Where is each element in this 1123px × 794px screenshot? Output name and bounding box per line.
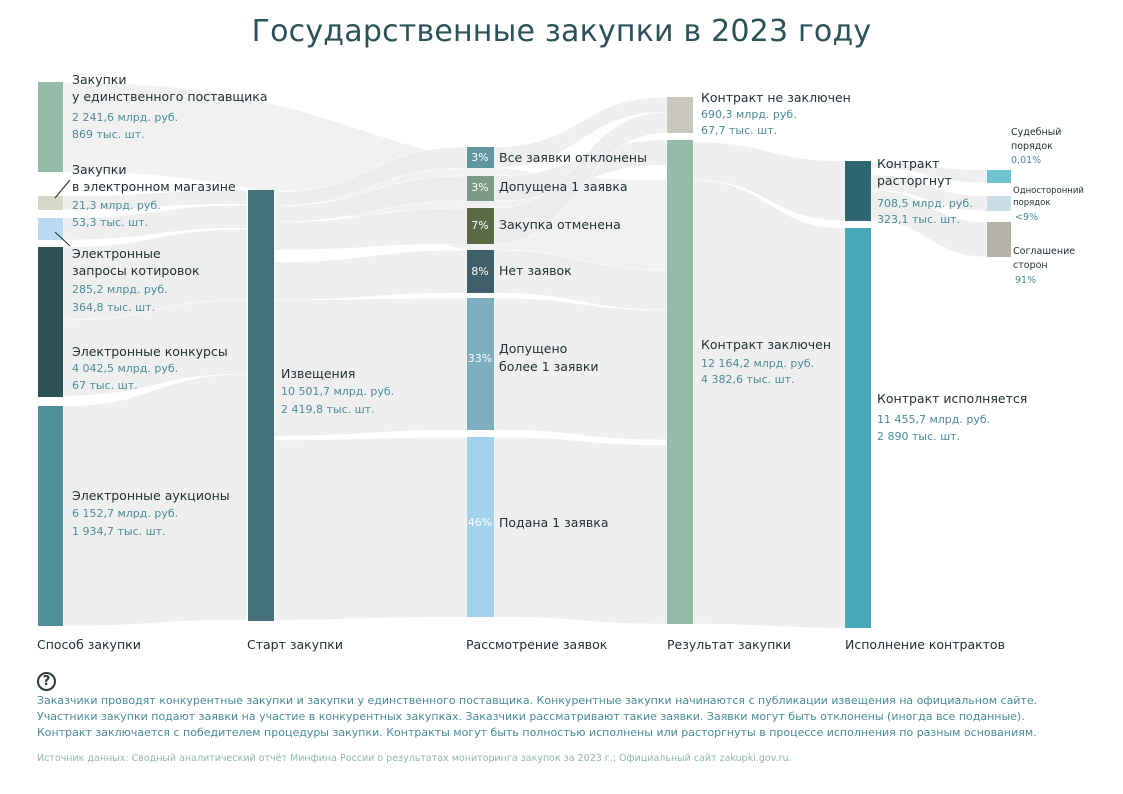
one-bid-label: Подана 1 заявка [499, 515, 609, 530]
eshop-count: 53,3 тыс. шт. [72, 216, 149, 229]
unilateral-pct: <9% [1015, 212, 1039, 223]
note-line-1: Заказчики проводят конкурентные закупки … [37, 694, 1038, 707]
concluded-count: 4 382,6 тыс. шт. [701, 373, 795, 386]
terminated-label-2: расторгнут [877, 173, 952, 188]
column-label-execution: Исполнение контрактов [845, 637, 1005, 652]
eshop-bar [38, 196, 63, 210]
eshop-light-bar [38, 218, 63, 240]
terminated-count: 323,1 тыс. шт. [877, 213, 961, 226]
court-label-2: порядок [1011, 141, 1053, 152]
not-concluded-sum: 690,3 млрд. руб. [701, 108, 797, 121]
agreement-pct: 91% [1015, 275, 1037, 286]
column-label-review: Рассмотрение заявок [466, 637, 608, 652]
notices-to-admitted-many-flow [273, 297, 468, 437]
contests-label: Электронные конкурсы [72, 344, 228, 359]
single-supplier-count: 869 тыс. шт. [72, 128, 145, 141]
cancelled-pct: 7% [471, 219, 489, 232]
notices-label: Извещения [281, 366, 356, 381]
notices-sum: 10 501,7 млрд. руб. [281, 385, 395, 398]
admitted-many-label-1: Допущено [499, 341, 568, 356]
executing-sum: 11 455,7 млрд. руб. [877, 413, 991, 426]
executing-count: 2 890 тыс. шт. [877, 430, 961, 443]
unilateral-bar [987, 196, 1011, 211]
cancelled-label: Закупка отменена [499, 217, 621, 232]
agreement-label-1: Соглашение [1013, 246, 1076, 257]
executing-label: Контракт исполняется [877, 391, 1028, 406]
no-bids-pct: 8% [471, 265, 489, 278]
quotes-count: 364,8 тыс. шт. [72, 301, 156, 314]
concluded-sum: 12 164,2 млрд. руб. [701, 357, 815, 370]
all-rejected-pct: 3% [471, 151, 489, 164]
agreement-bar [987, 222, 1011, 257]
note-line-2: Участники закупки подают заявки на участ… [37, 710, 1025, 723]
no-bids-bar [467, 250, 494, 293]
contests-count: 67 тыс. шт. [72, 379, 138, 392]
all-rejected-label: Все заявки отклонены [499, 150, 647, 165]
auctions-label: Электронные аукционы [72, 488, 230, 503]
page-title: Государственные закупки в 2023 году [251, 14, 872, 49]
eshop-label-1: Закупки [72, 162, 127, 177]
no-bids-label: Нет заявок [499, 263, 572, 278]
eshop-label-2: в электронном магазине [72, 179, 236, 194]
agreement-label-2: сторон [1013, 260, 1048, 271]
court-label-1: Судебный [1011, 127, 1062, 138]
unilateral-label-2: порядок [1013, 198, 1051, 208]
terminated-label-1: Контракт [877, 156, 940, 171]
quotes-label-2: запросы котировок [72, 263, 200, 278]
admitted-many-pct: 33% [467, 352, 493, 365]
contests-sum: 4 042,5 млрд. руб. [72, 362, 179, 375]
not-concluded-label: Контракт не заключен [701, 90, 851, 105]
unilateral-label-1: Односторонний [1013, 186, 1084, 196]
admitted-many-bar [467, 298, 494, 430]
executing-bar [845, 228, 871, 628]
eshop-to-notices-flow [62, 189, 248, 211]
eshop-sum: 21,3 млрд. руб. [72, 199, 161, 212]
one-admitted-pct: 3% [471, 181, 489, 194]
column-label-start: Старт закупки [247, 637, 343, 652]
data-source: Источник данных: Сводный аналитический о… [37, 753, 792, 764]
single-supplier-sum: 2 241,6 млрд. руб. [72, 111, 179, 124]
auctions-count: 1 934,7 тыс. шт. [72, 525, 166, 538]
column-label-result: Результат закупки [667, 637, 791, 652]
quotes-sum: 285,2 млрд. руб. [72, 283, 168, 296]
court-bar [987, 170, 1011, 183]
single-supplier-label-2: у единственного поставщика [72, 89, 268, 104]
concluded-bar [667, 140, 693, 624]
eshop-leader-line-2 [54, 231, 71, 247]
admitted-many-label-2: более 1 заявки [499, 359, 599, 374]
eshop2-to-notices-flow [62, 204, 248, 241]
single-supplier-label-1: Закупки [72, 72, 127, 87]
notices-count: 2 419,8 тыс. шт. [281, 403, 375, 416]
eshop-leader-line-1 [54, 179, 71, 199]
one-admitted-label: Допущена 1 заявка [499, 179, 628, 194]
auctions-to-notices-flow [62, 373, 248, 627]
one-admitted-bar [467, 176, 494, 201]
terminated-sum: 708,5 млрд. руб. [877, 197, 973, 210]
all-rejected-bar [467, 147, 494, 168]
one-bid-pct: 46% [467, 516, 493, 529]
not-concluded-bar [667, 97, 693, 133]
question-circle-icon[interactable]: ? [37, 672, 56, 691]
column-label-method: Способ закупки [37, 637, 141, 652]
auctions-bar [38, 406, 63, 626]
quotes-label-1: Электронные [72, 246, 161, 261]
note-line-3: Контракт заключается с победителем проце… [37, 726, 1037, 739]
one-bid-bar [467, 437, 494, 617]
cancelled-bar [467, 208, 494, 244]
not-concluded-count: 67,7 тыс. шт. [701, 124, 778, 137]
court-pct: 0,01% [1011, 155, 1042, 166]
concluded-label: Контракт заключен [701, 337, 831, 352]
single-supplier-bar [38, 82, 63, 172]
quotes-contests-bar [38, 247, 63, 397]
auctions-sum: 6 152,7 млрд. руб. [72, 507, 179, 520]
notices-bar [248, 190, 274, 621]
terminated-bar [845, 161, 871, 221]
